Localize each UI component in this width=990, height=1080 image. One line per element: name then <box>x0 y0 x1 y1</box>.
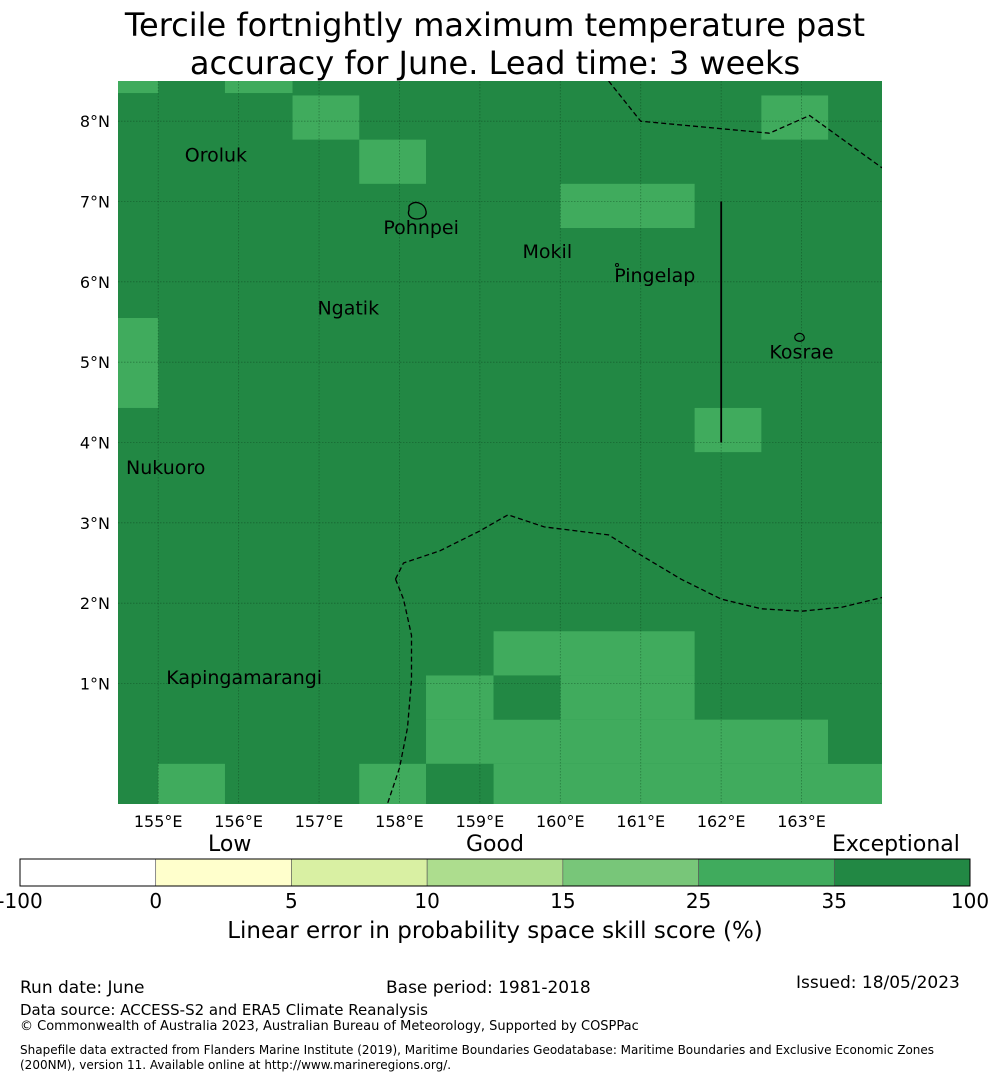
x-tick-label: 156°E <box>214 812 263 830</box>
y-tick-label: 7°N <box>80 193 110 212</box>
skill-cell-25-35 <box>118 81 159 94</box>
place-label-ngatik: Ngatik <box>317 297 379 319</box>
place-label-nukuoro: Nukuoro <box>126 457 205 479</box>
skill-cell-35-100 <box>828 719 882 764</box>
data-source: Data source: ACCESS-S2 and ERA5 Climate … <box>20 1001 428 1019</box>
colorbar <box>19 858 971 887</box>
colorbar-label-exceptional: Exceptional <box>832 832 960 857</box>
pingelap-island-dot <box>615 263 619 267</box>
colorbar-segment <box>426 858 564 887</box>
y-tick-label: 6°N <box>80 273 110 292</box>
skill-cell-25-35 <box>426 763 882 804</box>
skill-cell-25-35 <box>158 763 225 804</box>
skill-cell-25-35 <box>761 95 829 140</box>
x-tick-label: 158°E <box>375 812 424 830</box>
title-line-1: Tercile fortnightly maximum temperature … <box>124 6 866 44</box>
place-label-mokil: Mokil <box>523 241 573 263</box>
skill-cell-25-35 <box>292 95 360 140</box>
place-label-kosrae: Kosrae <box>769 342 833 364</box>
colorbar-segments <box>19 858 971 887</box>
skill-cell-25-35 <box>560 675 695 720</box>
pohnpei-island-outline <box>407 201 427 220</box>
colorbar-tick-label: 5 <box>285 889 298 913</box>
colorbar-segment <box>562 858 699 887</box>
colorbar-tick-label: 35 <box>821 889 848 913</box>
map-title: Tercile fortnightly maximum temperature … <box>0 6 990 82</box>
y-tick-label: 1°N <box>80 675 110 694</box>
copyright: © Commonwealth of Australia 2023, Austra… <box>20 1019 639 1034</box>
skill-cell-25-35 <box>694 407 762 453</box>
colorbar-segment <box>19 858 157 887</box>
run-date: Run date: June <box>20 978 145 998</box>
title-line-2: accuracy for June. Lead time: 3 weeks <box>189 44 801 82</box>
y-tick-label: 5°N <box>80 353 110 372</box>
boundary-line-dashed <box>608 81 882 169</box>
x-tick-label: 155°E <box>134 812 183 830</box>
skill-cells <box>118 81 882 804</box>
colorbar-tick-label: 25 <box>685 889 712 913</box>
x-tick-label: 162°E <box>697 812 746 830</box>
island-outlines <box>407 201 805 342</box>
place-label-pingelap: Pingelap <box>614 265 695 287</box>
graticule <box>118 81 882 804</box>
colorbar-title: Linear error in probability space skill … <box>227 918 763 944</box>
skill-cell-25-35 <box>359 763 427 804</box>
place-label-pohnpei: Pohnpei <box>383 217 459 239</box>
x-tick-label: 161°E <box>616 812 665 830</box>
y-tick-label: 4°N <box>80 434 110 453</box>
y-tick-label: 2°N <box>80 594 110 613</box>
x-tick-label: 159°E <box>456 812 505 830</box>
colorbar-tick-label: 10 <box>414 889 440 913</box>
skill-cell-25-35 <box>224 81 293 94</box>
skill-cell-25-35 <box>426 719 829 764</box>
base-period: Base period: 1981-2018 <box>386 978 591 998</box>
skill-cell-35-100 <box>426 763 494 804</box>
boundary-line-dashed <box>386 578 413 804</box>
skill-cell-25-35 <box>426 675 494 720</box>
axis-tick-labels: 155°E 156°E 157°E 158°E 159°E 160°E 161°E 162°E… <box>80 112 826 830</box>
x-tick-label: 157°E <box>295 812 344 830</box>
colorbar-tick-label: 100 <box>950 889 990 913</box>
skill-cell-25-35 <box>359 139 427 184</box>
colorbar-segment <box>155 858 292 887</box>
skill-cell-25-35 <box>493 631 695 676</box>
x-tick-label: 163°E <box>777 812 826 830</box>
place-labels: Oroluk Pohnpei Mokil Pingelap Ngatik Kosrae Nu… <box>126 145 834 689</box>
colorbar-frame <box>19 858 971 887</box>
maritime-boundaries <box>386 81 882 804</box>
shapefile-credit: Shapefile data extracted from Flanders M… <box>20 1043 935 1072</box>
y-tick-label: 8°N <box>80 112 110 131</box>
x-tick-label: 160°E <box>536 812 585 830</box>
skill-cell-35-100 <box>493 675 561 720</box>
colorbar-label-low: Low <box>208 832 252 857</box>
y-tick-label: 3°N <box>80 514 110 533</box>
place-label-oroluk: Oroluk <box>185 145 247 167</box>
colorbar-segment <box>833 858 971 887</box>
skill-cell-25-35 <box>118 317 159 408</box>
colorbar-tick-label: 0 <box>149 889 163 913</box>
map-plot: Oroluk Pohnpei Mokil Pingelap Ngatik Kosrae Nu… <box>80 81 882 830</box>
issued-date: Issued: 18/05/2023 <box>796 973 960 993</box>
colorbar-label-good: Good <box>466 832 524 857</box>
kosrae-island-outline <box>794 332 805 342</box>
colorbar-segment <box>698 858 835 887</box>
colorbar-tick-label: -100 <box>0 889 43 913</box>
colorbar-tick-label: 15 <box>550 889 576 913</box>
colorbar-segment <box>291 858 428 887</box>
place-label-kapingamarangi: Kapingamarangi <box>166 667 322 689</box>
skill-cell-25-35 <box>560 183 695 229</box>
boundary-line-dashed <box>394 514 882 612</box>
